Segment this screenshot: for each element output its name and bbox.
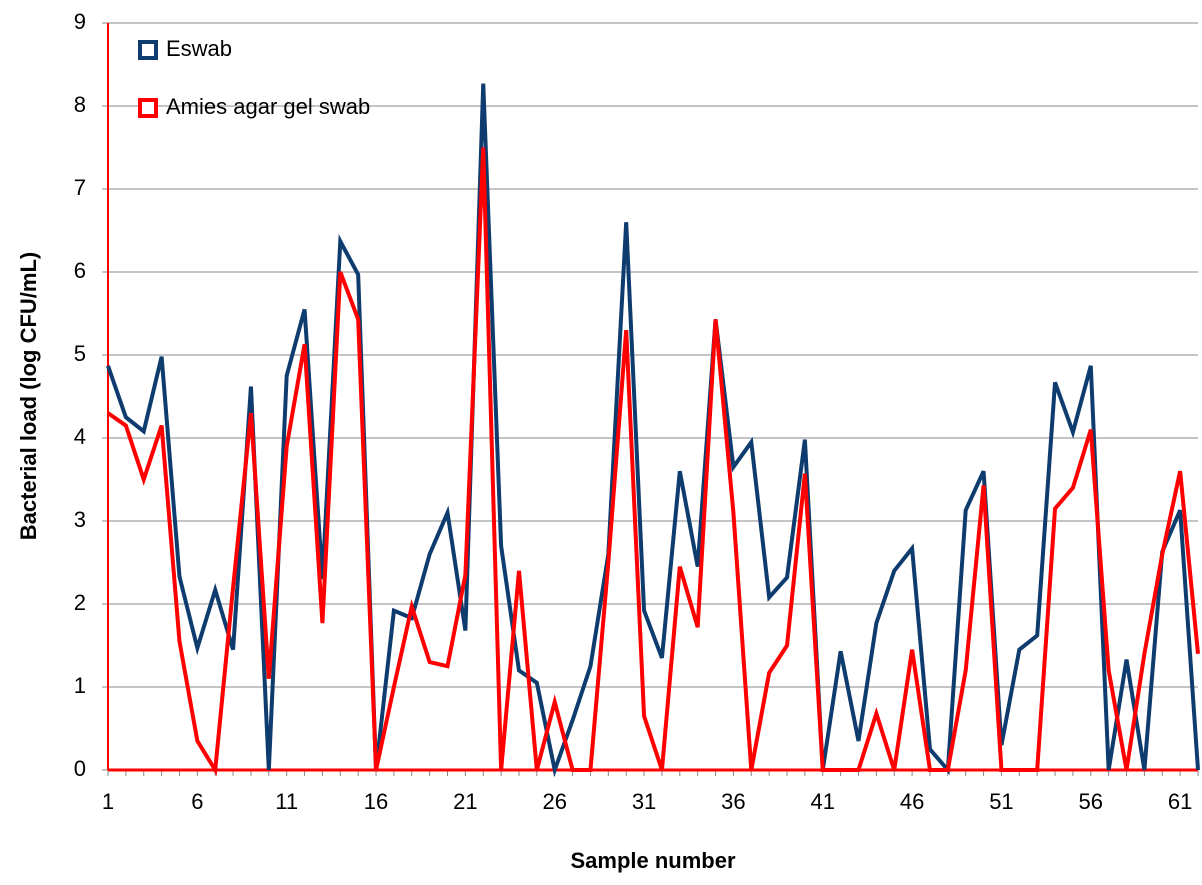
x-tick-label: 46 <box>900 789 924 814</box>
y-tick-label: 3 <box>74 507 86 532</box>
series-line <box>106 83 1200 778</box>
y-tick-label: 0 <box>74 756 86 781</box>
y-tick-label: 7 <box>74 175 86 200</box>
x-tick-label: 56 <box>1079 789 1103 814</box>
x-tick-label: 21 <box>453 789 477 814</box>
x-tick-label: 41 <box>811 789 835 814</box>
legend-label: Amies agar gel swab <box>166 94 370 119</box>
series-line <box>106 147 1200 777</box>
y-axis-title: Bacterial load (log CFU/mL) <box>16 252 41 540</box>
legend-label: Eswab <box>166 36 232 61</box>
legend-swatch <box>138 98 158 118</box>
x-tick-label: 31 <box>632 789 656 814</box>
x-tick-label: 6 <box>191 789 203 814</box>
legend-swatch <box>138 40 158 60</box>
y-tick-label: 4 <box>74 424 86 449</box>
x-tick-label: 11 <box>275 789 298 814</box>
x-tick-label: 51 <box>989 789 1013 814</box>
x-tick-label: 36 <box>721 789 745 814</box>
x-tick-label: 16 <box>364 789 388 814</box>
y-tick-label: 2 <box>74 590 86 615</box>
y-tick-label: 5 <box>74 341 86 366</box>
y-tick-label: 9 <box>74 9 86 34</box>
x-axis-title: Sample number <box>570 848 735 873</box>
y-tick-label: 8 <box>74 92 86 117</box>
y-tick-label: 1 <box>74 673 86 698</box>
x-tick-label: 61 <box>1168 789 1192 814</box>
x-tick-label: 26 <box>542 789 566 814</box>
x-tick-label: 1 <box>102 789 114 814</box>
y-tick-label: 6 <box>74 258 86 283</box>
